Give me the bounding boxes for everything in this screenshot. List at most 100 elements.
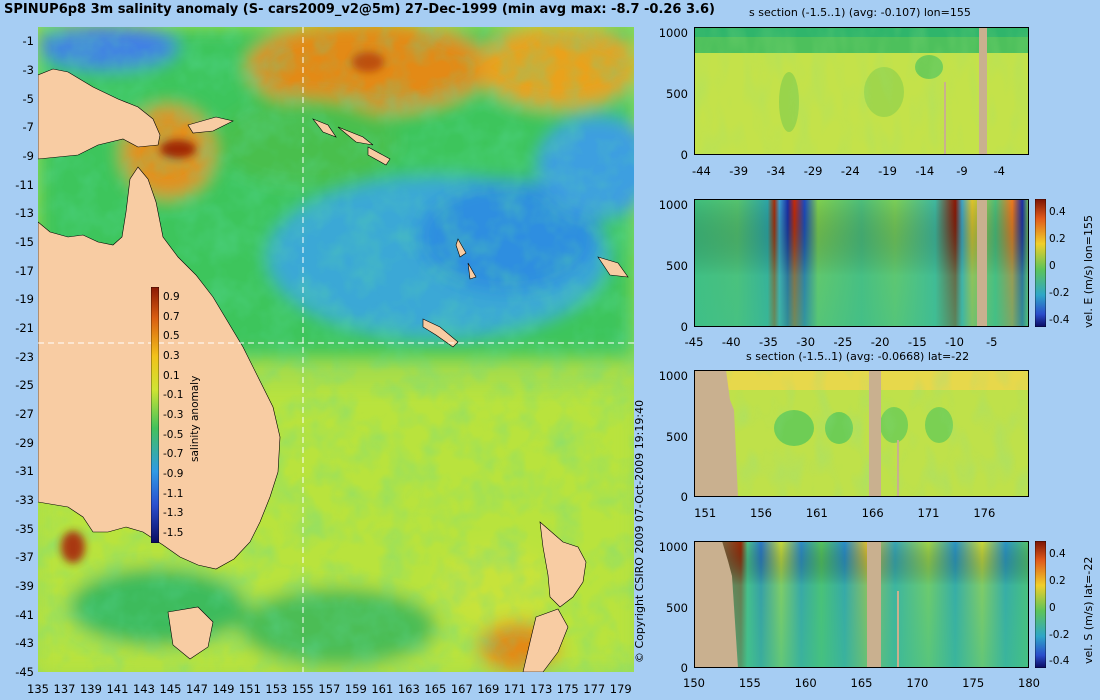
new-caledonia — [422, 318, 459, 348]
section1-y-tick: 500 — [666, 87, 688, 102]
new-zealand-south — [522, 608, 569, 672]
section1-x-tick: -34 — [766, 164, 786, 178]
map-y-tick: -33 — [15, 493, 34, 507]
section1-plot — [694, 27, 1029, 155]
section4-x-tick: 170 — [906, 676, 929, 690]
tasmania — [167, 606, 214, 660]
map-y-tick: -11 — [15, 177, 34, 192]
map-y-tick: -5 — [22, 91, 34, 106]
section2-y-tick: 500 — [666, 259, 688, 274]
section3-y-tick: 0 — [680, 490, 688, 504]
salinity-colorbar-tick: -0.1 — [163, 389, 184, 402]
map-y-tick: -35 — [15, 521, 34, 536]
section3-x-tick: 176 — [973, 506, 996, 520]
salinity-colorbar-tick: 0.3 — [163, 349, 180, 362]
map-x-tick: 149 — [212, 682, 235, 696]
map-x-tick: 155 — [291, 682, 314, 696]
section2-x-tick: -35 — [759, 335, 778, 349]
salinity-colorbar-tick: -0.7 — [163, 448, 184, 461]
salinity-colorbar-ticks: 0.9 0.7 0.5 0.3 0.1 -0.1 -0.3 -0.5 -0.7 -0.9 -1.1 -… — [163, 287, 193, 543]
section1-x-tick: -4 — [993, 164, 1005, 178]
map-x-tick: 159 — [344, 682, 367, 696]
salinity-colorbar-tick: 0.5 — [163, 330, 180, 343]
section1-x-tick: -29 — [803, 164, 823, 178]
section1-x-tick: -24 — [840, 164, 860, 178]
map-y-tick: -13 — [15, 206, 34, 221]
vel-e-colorbar-tick: 0.2 — [1049, 233, 1066, 246]
map-x-tick: 153 — [265, 682, 288, 696]
map-y-tick: -3 — [22, 63, 34, 77]
section2-x-tick: -5 — [986, 335, 998, 349]
salinity-colorbar-tick: -0.9 — [163, 468, 184, 481]
section4-y-tick: 500 — [666, 600, 688, 615]
section3-x-axis: 151 156 161 166 171 176 — [694, 506, 1029, 522]
map-x-tick: 163 — [397, 682, 420, 696]
map-y-tick: -7 — [22, 120, 34, 135]
map-x-tick: 135 — [27, 682, 49, 696]
map-x-tick: 179 — [609, 682, 632, 696]
section4-y-tick: 0 — [680, 661, 688, 675]
vel-e-colorbar-label: vel. E (m/s) lon=155 — [1082, 215, 1095, 328]
map-y-tick: -39 — [15, 579, 34, 593]
solomon-3 — [367, 146, 391, 166]
figure-title: SPINUP6p8 3m salinity anomaly (S- cars20… — [4, 2, 715, 17]
map-y-tick: -37 — [15, 550, 34, 565]
map-x-tick: 173 — [530, 682, 553, 696]
map-y-tick: -45 — [15, 665, 34, 679]
map-x-tick: 161 — [371, 682, 394, 696]
map-y-tick: -41 — [15, 607, 34, 622]
section4-x-tick: 180 — [1018, 676, 1040, 690]
section1-x-tick: -44 — [692, 164, 711, 178]
section3-x-tick: 166 — [861, 506, 884, 520]
land-masses — [38, 68, 629, 672]
map-x-tick: 167 — [450, 682, 473, 696]
section2-x-axis: -45 -40 -35 -30 -25 -20 -15 -10 -5 — [685, 335, 1029, 351]
section2-x-tick: -25 — [833, 335, 853, 349]
section1-x-tick: -19 — [878, 164, 897, 178]
salinity-colorbar-tick: -0.5 — [163, 428, 184, 441]
new-zealand-north — [539, 521, 587, 608]
map-y-tick: -31 — [15, 464, 34, 479]
section4-y-axis: 0 500 1000 — [650, 540, 688, 675]
vel-s-colorbar-ticks: 0.4 0.2 0 -0.2 -0.4 — [1049, 541, 1079, 668]
salinity-colorbar — [151, 287, 159, 543]
vanuatu-1 — [455, 238, 467, 258]
section2-x-tick: -20 — [870, 335, 890, 349]
section2-x-tick: -30 — [796, 335, 816, 349]
section3-y-axis: 0 500 1000 — [650, 369, 688, 504]
section3-x-tick: 151 — [694, 506, 717, 520]
section1-y-axis: 0 500 1000 — [650, 26, 688, 162]
section4-x-tick: 165 — [850, 676, 873, 690]
section4-x-axis: 150 155 160 165 170 175 180 — [683, 676, 1040, 692]
map-x-tick: 137 — [53, 682, 76, 696]
map-x-tick: 141 — [106, 682, 129, 696]
section1-title: s section (-1.5..1) (avg: -0.107) lon=15… — [749, 6, 971, 19]
salinity-colorbar-tick: 0.7 — [163, 310, 180, 323]
vel-e-colorbar-tick: -0.4 — [1049, 314, 1070, 327]
vel-s-colorbar-tick: -0.4 — [1049, 655, 1070, 668]
section3-y-tick: 500 — [666, 429, 688, 444]
map-y-tick: -1 — [22, 34, 34, 49]
map-y-tick: -25 — [15, 378, 34, 393]
vel-s-colorbar-tick: 0.4 — [1049, 548, 1066, 561]
map-y-tick: -17 — [15, 263, 34, 278]
section1-x-axis: -44 -39 -34 -29 -24 -19 -14 -9 -4 — [692, 164, 1029, 180]
fiji — [597, 256, 629, 278]
map-y-tick: -19 — [15, 292, 34, 307]
vel-e-colorbar-ticks: 0.4 0.2 0 -0.2 -0.4 — [1049, 199, 1079, 327]
salinity-colorbar-tick: -1.5 — [163, 527, 184, 540]
section2-y-axis: 0 500 1000 — [650, 198, 688, 334]
map-x-tick: 165 — [424, 682, 447, 696]
map-y-axis: -1 -3 -5 -7 -9 -11 -13 -15 -17 -19 -21 -23 -25 -27 -29… — [0, 27, 34, 679]
solomon-1 — [312, 118, 337, 138]
salinity-colorbar-tick: 0.1 — [163, 369, 180, 382]
map-x-tick: 175 — [556, 682, 579, 696]
vel-s-colorbar — [1035, 541, 1046, 668]
section2-y-tick: 1000 — [658, 198, 688, 213]
section3-y-tick: 1000 — [658, 369, 688, 384]
section2-x-tick: -40 — [721, 335, 741, 349]
section1-y-tick: 0 — [680, 148, 688, 162]
vel-e-colorbar-tick: -0.2 — [1049, 287, 1070, 300]
section3-x-tick: 161 — [805, 506, 828, 520]
section4-y-tick: 1000 — [658, 540, 688, 555]
